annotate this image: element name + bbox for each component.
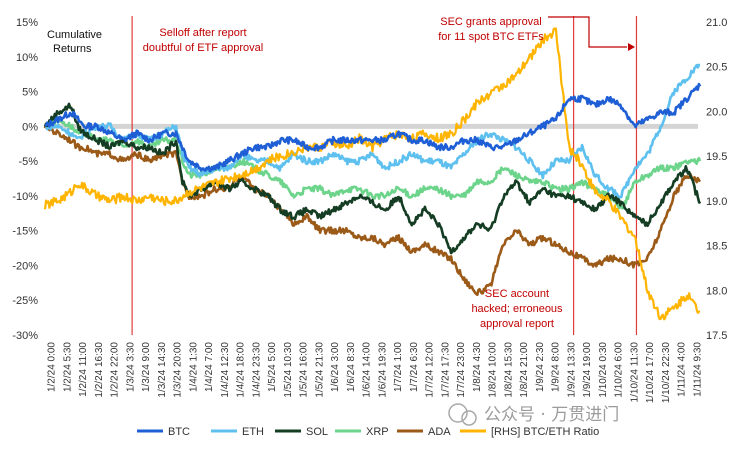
x-tick-label: 1/3/24 9:00 — [141, 342, 152, 392]
x-tick-label: 1/7/24 23:00 — [456, 342, 467, 398]
y-left-tick-label: 15% — [16, 17, 38, 29]
annotation-selloff-1: Selloff after report — [159, 27, 246, 39]
legend: BTC ETH SOL XRP ADA [RHS] BTC/ETH Ratio — [137, 426, 599, 438]
y-left-tick-label: 5% — [22, 87, 38, 99]
series-line-btc — [44, 82, 702, 173]
annotation-arrow — [548, 16, 627, 48]
annotation-sec-hacked-3: approval report — [480, 318, 554, 330]
watermark-text: 公众号 · 万贯进门 — [484, 405, 619, 425]
x-tick-label: 1/9/24 19:00 — [582, 342, 593, 398]
x-tick-label: 1/7/24 17:30 — [440, 342, 451, 398]
wechat-icon-inner — [461, 410, 477, 426]
y-left-tick-label: -15% — [12, 226, 38, 238]
series-layer — [43, 27, 702, 321]
x-tick-label: 1/10/24 11:30 — [629, 342, 640, 403]
x-tick-label: 1/9/24 2:30 — [535, 342, 546, 392]
annotation-sec-grants-2: for 11 spot BTC ETFs — [438, 31, 544, 43]
series-line-rhs-btc-eth-ratio — [43, 27, 701, 321]
x-tick-label: 1/4/24 18:00 — [236, 342, 247, 398]
x-tick-label: 1/11/24 4:00 — [677, 342, 688, 397]
y-left-tick-label: -30% — [12, 330, 38, 342]
x-tick-label: 1/4/24 12:30 — [220, 342, 231, 398]
wechat-icon — [448, 403, 468, 423]
legend-label: SOL — [306, 426, 328, 438]
y-left-tick-label: -20% — [12, 260, 38, 272]
x-tick-label: 1/8/24 21:00 — [519, 342, 530, 398]
x-tick-label: 1/2/24 16:30 — [94, 342, 105, 398]
x-tick-label: 1/7/24 1:00 — [393, 342, 404, 392]
x-tick-label: 1/5/24 5:00 — [267, 342, 278, 392]
x-tick-label: 1/3/24 20:00 — [173, 342, 184, 398]
legend-label: ETH — [242, 426, 264, 438]
x-axis: 1/2/24 0:00 1/2/24 5:30 1/2/24 11:00 1/2/24… — [47, 342, 704, 404]
legend-label: ADA — [428, 426, 451, 438]
x-tick-label: 1/5/24 21:30 — [314, 342, 325, 398]
x-tick-label: 1/6/24 14:00 — [362, 342, 373, 398]
legend-label: [RHS] BTC/ETH Ratio — [491, 426, 599, 438]
y-right-tick-label: 20.5 — [706, 62, 727, 74]
x-tick-label: 1/10/24 0:30 — [598, 342, 609, 398]
x-tick-label: 1/7/24 12:00 — [425, 342, 436, 398]
annotation-sec-grants-1: SEC grants approval — [440, 16, 542, 28]
series-line-eth — [44, 63, 701, 199]
x-tick-label: 1/6/24 3:00 — [330, 342, 341, 392]
y-left-tick-label: 0% — [22, 121, 38, 133]
y-right-tick-label: 20.0 — [706, 106, 727, 118]
x-tick-label: 1/2/24 5:30 — [62, 342, 73, 392]
x-tick-label: 1/8/24 4:30 — [472, 342, 483, 392]
x-tick-label: 1/2/24 11:00 — [78, 342, 89, 397]
x-tick-label: 1/5/24 16:00 — [299, 342, 310, 398]
x-tick-label: 1/6/24 19:30 — [377, 342, 388, 398]
y-right-tick-label: 19.0 — [706, 196, 727, 208]
x-tick-label: 1/10/24 6:00 — [614, 342, 625, 398]
x-tick-label: 1/10/24 17:00 — [645, 342, 656, 404]
y-right-tick-label: 18.5 — [706, 241, 727, 253]
legend-label: XRP — [366, 426, 389, 438]
x-tick-label: 1/5/24 10:30 — [283, 342, 294, 398]
x-tick-label: 1/7/24 6:30 — [409, 342, 420, 392]
y-right-tick-label: 21.0 — [706, 17, 727, 29]
x-tick-label: 1/2/24 22:00 — [110, 342, 121, 398]
x-tick-label: 1/4/24 7:00 — [204, 342, 215, 392]
x-tick-label: 1/4/24 23:30 — [251, 342, 262, 398]
annotation-selloff-2: doubtful of ETF approval — [143, 42, 263, 54]
annotation-arrowhead — [628, 43, 635, 51]
y-left-tick-label: -10% — [12, 191, 38, 203]
x-tick-label: 1/3/24 3:30 — [125, 342, 136, 392]
y-axis-right: 21.0 20.5 20.0 19.5 19.0 18.5 18.0 17.5 — [706, 17, 727, 342]
x-tick-label: 1/9/24 13:30 — [566, 342, 577, 398]
event-lines — [131, 16, 638, 335]
annotation-sec-hacked-2: hacked; erroneous — [471, 303, 563, 315]
x-tick-label: 1/8/24 10:00 — [488, 342, 499, 398]
y-left-tick-label: 10% — [16, 52, 38, 64]
x-tick-label: 1/4/24 1:30 — [188, 342, 199, 392]
x-tick-label: 1/10/24 22:30 — [661, 342, 672, 404]
y-left-tick-label: -5% — [18, 156, 38, 168]
x-tick-label: 1/6/24 8:30 — [346, 342, 357, 392]
y-left-tick-label: -25% — [12, 295, 38, 307]
corner-label-line1: Cumulative — [47, 29, 102, 41]
legend-label: BTC — [168, 426, 190, 438]
x-tick-label: 1/2/24 0:00 — [47, 342, 58, 392]
x-tick-label: 1/9/24 8:00 — [551, 342, 562, 392]
series-line-ada — [43, 123, 702, 297]
corner-label-line2: Returns — [53, 43, 92, 55]
y-axis-left: 15% 10% 5% 0% -5% -10% -15% -20% -25% -30% — [12, 17, 38, 342]
y-right-tick-label: 17.5 — [706, 330, 727, 342]
x-tick-label: 1/3/24 14:30 — [157, 342, 168, 398]
x-tick-label: 1/8/24 15:30 — [503, 342, 514, 398]
y-right-tick-label: 19.5 — [706, 151, 727, 163]
y-right-tick-label: 18.0 — [706, 285, 727, 297]
annotation-sec-hacked-1: SEC account — [485, 288, 549, 300]
watermark: 公众号 · 万贯进门 — [448, 403, 619, 426]
x-tick-label: 1/11/24 9:30 — [693, 342, 704, 397]
series-line-sol — [43, 102, 702, 255]
